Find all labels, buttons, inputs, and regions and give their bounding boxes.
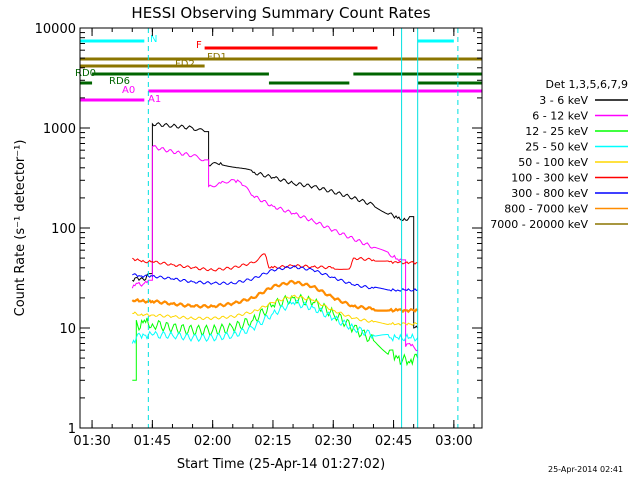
series-line-1 (131, 145, 418, 352)
legend-title: Det 1,3,5,6,7,9 (545, 78, 628, 91)
legend-label-6: 300 - 800 keV (511, 187, 588, 200)
x-tick-label-6: 03:00 (435, 434, 472, 449)
y-tick-label-0: 1 (68, 422, 76, 437)
legend: Det 1,3,5,6,7,9 3 - 6 keV 6 - 12 keV 12 - … (490, 78, 628, 231)
y-tick-label-2: 100 (51, 222, 76, 237)
plot-timestamp: 25-Apr-2014 02:41 (548, 465, 624, 474)
flag-label-rd0: RD0 (75, 68, 96, 79)
x-tick-label-4: 02:30 (315, 434, 352, 449)
flag-label-fd1: FD1 (207, 52, 227, 63)
series-line-5 (132, 253, 418, 272)
legend-label-0: 3 - 6 keV (539, 94, 588, 107)
x-tick-label-3: 02:15 (254, 434, 291, 449)
chart-title: HESSI Observing Summary Count Rates (131, 4, 430, 22)
y-tick-label-1: 10 (59, 322, 76, 337)
series-lines (131, 122, 419, 381)
y-axis-label: Count Rate (s⁻¹ detector⁻¹) (13, 140, 28, 317)
series-line-7 (131, 279, 419, 314)
axes: 01:30 01:45 02:00 02:15 02:30 02:45 03:00 1 10 10… (35, 22, 482, 449)
x-axis-label: Start Time (25-Apr-14 01:27:02) (177, 457, 385, 472)
flag-label-a0: A0 (122, 85, 135, 96)
series-line-3 (131, 299, 419, 345)
flag-label-rd6: RD6 (109, 76, 130, 87)
legend-label-5: 100 - 300 keV (511, 172, 588, 185)
series-line-4 (132, 294, 418, 326)
series-line-2 (132, 293, 419, 381)
flag-label-a1: A1 (148, 94, 161, 105)
x-tick-label-1: 01:45 (134, 434, 171, 449)
x-tick-label-5: 02:45 (375, 434, 412, 449)
y-tick-label-4: 10000 (35, 22, 76, 37)
flag-label-n: N (150, 34, 157, 45)
series-line-6 (132, 265, 418, 292)
series-line-0 (132, 122, 419, 329)
legend-label-2: 12 - 25 keV (525, 125, 588, 138)
legend-label-8: 7000 - 20000 keV (490, 218, 588, 231)
x-tick-label-0: 01:30 (73, 434, 110, 449)
legend-label-7: 800 - 7000 keV (504, 203, 588, 216)
legend-label-3: 25 - 50 keV (525, 141, 588, 154)
x-tick-label-2: 02:00 (194, 434, 231, 449)
legend-label-1: 6 - 12 keV (532, 110, 588, 123)
legend-label-4: 50 - 100 keV (518, 156, 588, 169)
flag-label-fd2: FD2 (175, 59, 195, 70)
flag-label-f: F (196, 40, 202, 51)
plot-frame (79, 27, 483, 429)
y-tick-label-3: 1000 (43, 122, 76, 137)
